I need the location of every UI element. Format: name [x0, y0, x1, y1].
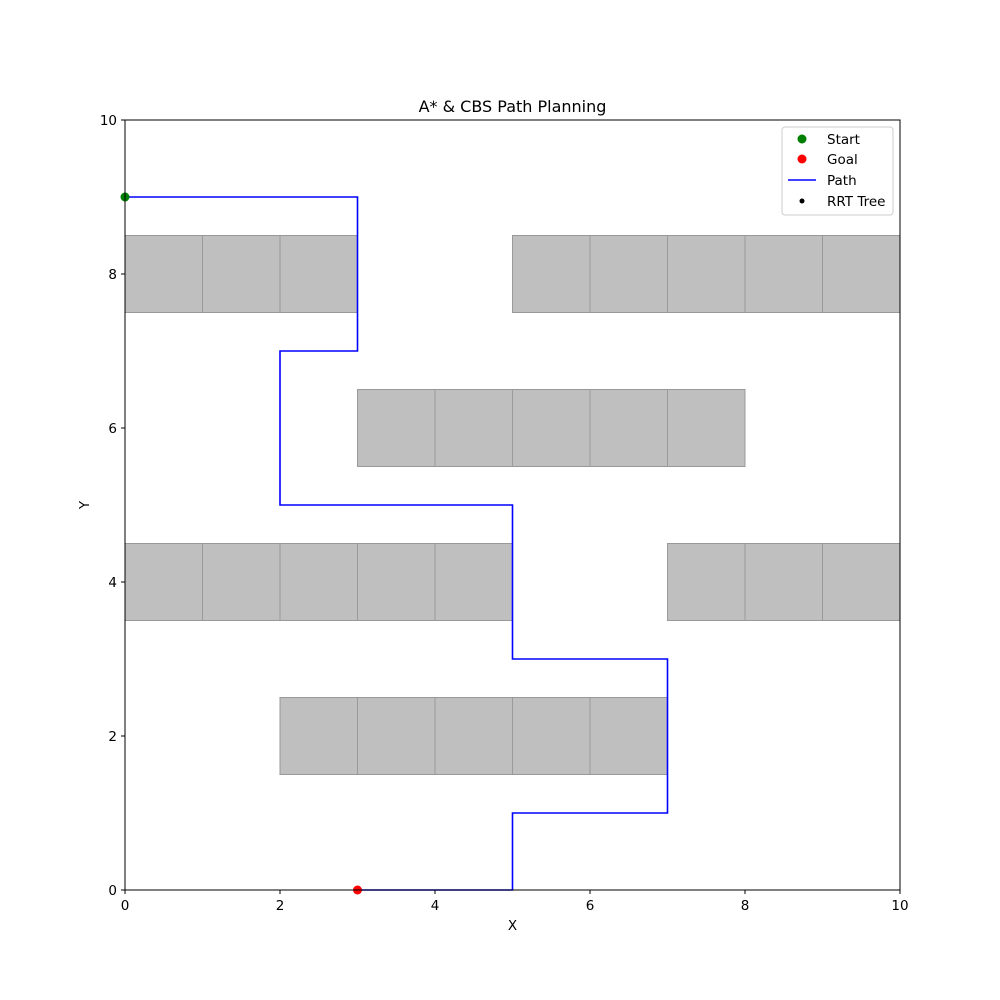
x-axis-label: X [508, 918, 517, 934]
obstacle-layer [125, 235, 900, 775]
y-tick-label: 0 [108, 883, 117, 899]
obstacle-cell [125, 543, 203, 621]
obstacle-cell [744, 543, 823, 621]
obstacle-cell [434, 543, 513, 621]
x-axis-ticks: 0 2 4 6 8 10 [121, 890, 909, 914]
obstacle-cell [125, 235, 203, 313]
y-tick-label: 2 [108, 729, 117, 745]
obstacle-cell [744, 235, 823, 313]
x-tick-label: 6 [586, 898, 595, 914]
y-tick-label: 10 [100, 113, 117, 129]
obstacle-cell [202, 235, 281, 313]
legend-items: Start Goal Path RRT Tree [788, 132, 885, 210]
obstacle-cell [357, 389, 436, 467]
obstacle-cell [434, 697, 513, 775]
obstacle-cell [512, 389, 591, 467]
legend-swatch-rrt-tree [799, 198, 805, 204]
obstacle-cell [589, 235, 668, 313]
obstacle-cell [279, 543, 358, 621]
x-tick-label: 4 [431, 898, 440, 914]
chart-title: A* & CBS Path Planning [419, 97, 607, 116]
obstacle-cell [357, 697, 436, 775]
y-tick-label: 4 [108, 575, 117, 591]
obstacle-cell [822, 235, 900, 313]
legend-label: Goal [827, 152, 858, 168]
legend-frame [781, 126, 894, 216]
obstacle-cell [667, 543, 746, 621]
obstacle-cell [279, 235, 358, 313]
obstacle-cell [434, 389, 513, 467]
legend-label: RRT Tree [827, 194, 885, 210]
obstacle-cell [589, 697, 668, 775]
y-tick-label: 6 [108, 421, 117, 437]
legend-label: Path [827, 173, 857, 189]
obstacle-cell [357, 543, 436, 621]
obstacle-cell [589, 389, 668, 467]
obstacle-cell [512, 697, 591, 775]
obstacle-cell [279, 697, 358, 775]
legend: Start Goal Path RRT Tree [781, 126, 894, 216]
obstacle-cell [202, 543, 281, 621]
legend-swatch-goal [797, 154, 807, 164]
y-axis-label: Y [77, 500, 93, 510]
y-tick-label: 8 [108, 267, 117, 283]
obstacle-cell [667, 235, 746, 313]
x-tick-label: 2 [276, 898, 285, 914]
obstacle-cell [822, 543, 900, 621]
plot-frame [124, 119, 901, 891]
x-tick-label: 0 [121, 898, 130, 914]
obstacle-cell [512, 235, 591, 313]
legend-swatch-start [797, 134, 807, 144]
y-axis-ticks: 0 2 4 6 8 10 [100, 113, 125, 899]
obstacle-cell [667, 389, 746, 467]
x-tick-label: 8 [741, 898, 750, 914]
x-tick-label: 10 [891, 898, 908, 914]
legend-label: Start [827, 132, 860, 148]
path-line [125, 196, 669, 891]
